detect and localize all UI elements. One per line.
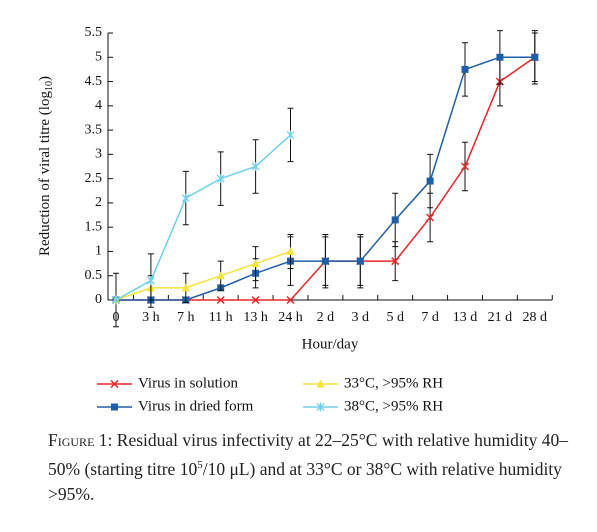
legend-label: Virus in solution [138,375,238,391]
caption-text: /10 μL) and at 33°C or 38°C with relativ… [48,458,562,504]
marker [181,283,190,292]
y-tick-label: 0 [95,292,102,307]
x-tick-label: 13 h [243,310,268,325]
caption-text: Residual virus infectivity at 22–25°C wi… [48,430,569,479]
y-label-sub: 10 [44,81,55,91]
marker [426,213,435,222]
legend-label: 33°C, >95% RH [344,375,443,391]
marker [461,65,469,73]
x-tick-label: 28 d [523,310,548,325]
x-tick-label: 3 d [352,310,370,325]
marker [216,295,225,305]
caption-sup: 5 [197,459,203,471]
marker [112,295,120,305]
marker [216,271,225,280]
y-tick-label: 0.5 [85,268,103,283]
series-line [115,134,292,301]
marker [286,130,295,140]
y-label-text: Reduction of viral titre (log [37,91,53,256]
y-tick-label: 5.5 [85,25,103,40]
y-tick-label: 1 [95,244,102,259]
marker [531,53,539,61]
legend-label: Virus in dried form [138,398,254,414]
y-tick-label: 2 [95,195,102,210]
x-tick-label: 13 d [453,310,478,325]
x-tick-label: 2 d [317,310,335,325]
y-axis-label: Reduction of viral titre (log10) [37,76,55,256]
x-axis-label: Hour/day [302,336,359,352]
series-line [115,250,291,301]
y-label-end: ) [37,76,53,81]
marker [146,276,155,286]
y-tick-label: 2.5 [85,171,103,186]
x-tick-label: 3 h [142,310,160,325]
x-tick-label: 21 d [488,310,513,325]
caption: Figure 1: Residual virus infectivity at … [48,428,568,507]
marker [426,177,434,185]
marker [356,257,364,265]
marker [251,259,260,268]
y-tick-label: 3 [95,147,102,162]
marker [496,53,504,61]
y-tick-label: 3.5 [85,122,103,137]
marker [251,295,260,305]
marker [286,246,295,255]
y-tick-label: 1.5 [85,219,103,234]
x-tick-label: 7 h [177,310,195,325]
y-tick-label: 4 [95,98,102,113]
y-tick-label: 5 [95,49,102,64]
marker [316,379,325,388]
marker [316,402,325,412]
legend-label: 38°C, >95% RH [344,398,443,414]
marker [391,216,399,224]
marker [460,162,470,171]
marker [321,257,329,265]
marker [216,174,225,184]
x-tick-label: 7 d [421,310,439,325]
marker [391,257,400,266]
marker [251,162,260,171]
chart: Reduction of viral titre (log10) Hour/da… [37,25,553,414]
marker [111,403,118,411]
caption-label: Figure 1: [48,430,113,450]
marker [110,379,119,389]
marker [286,295,295,305]
x-tick-label: 5 d [386,310,404,325]
x-tick-label: 24 h [278,310,303,325]
x-tick-label: 11 h [209,310,233,325]
y-tick-label: 4.5 [85,74,103,89]
marker [181,193,190,203]
